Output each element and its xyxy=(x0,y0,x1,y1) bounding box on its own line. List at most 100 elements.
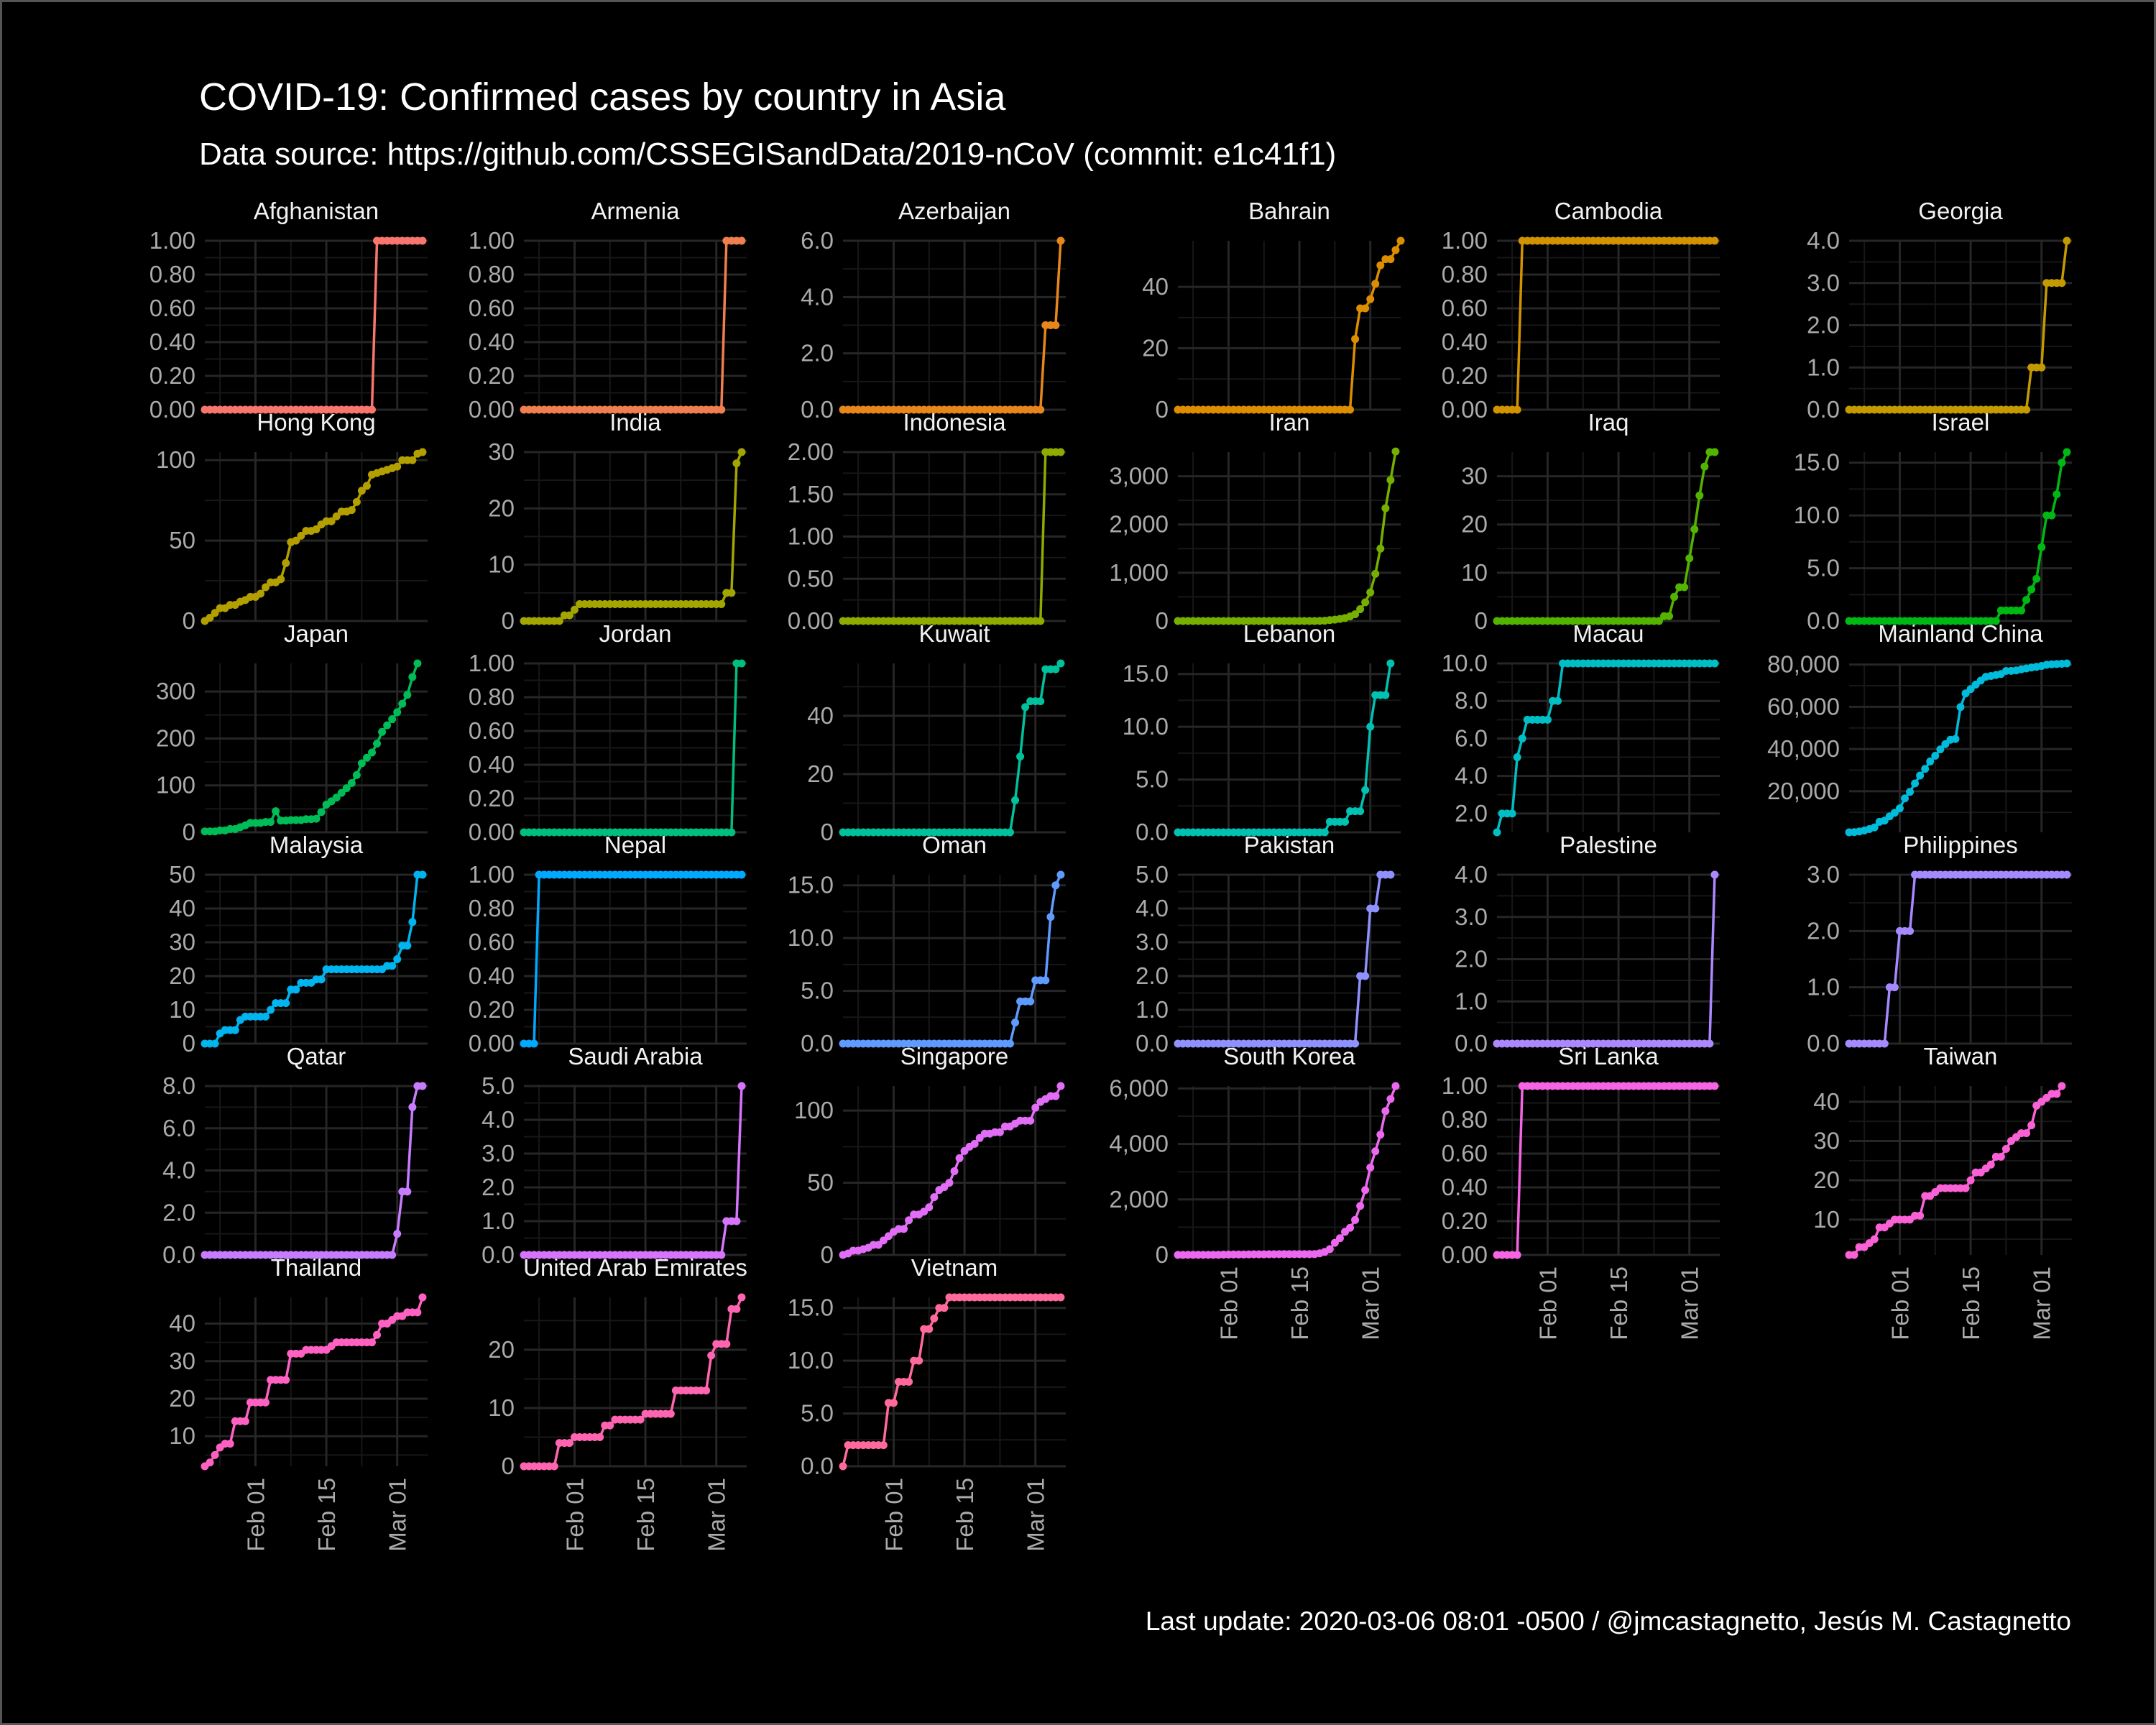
facet-panel-israel: Israel 0.0 5.0 10.0 15.0 xyxy=(1794,409,2072,634)
y-tick-label: 2.0 xyxy=(1455,946,1488,972)
y-tick-label: 0.0 xyxy=(1135,1030,1169,1057)
facet-strip-label: Taiwan xyxy=(1924,1043,1998,1070)
data-point xyxy=(241,1417,249,1425)
y-tick-label: 1.0 xyxy=(1807,354,1840,380)
data-point xyxy=(292,536,300,545)
data-point xyxy=(312,525,321,533)
y-tick-label: 5.0 xyxy=(1807,555,1840,581)
data-point xyxy=(1031,1103,1040,1112)
facet-panel-united-arab-emirates: United Arab Emirates 0 10 20 Feb 01 Feb 15 Mar… xyxy=(488,1254,747,1552)
series-line xyxy=(204,451,423,622)
data-point xyxy=(1366,295,1375,303)
y-tick-label: 0.60 xyxy=(469,295,515,321)
y-tick-label: 0.00 xyxy=(1442,1241,1488,1268)
facet-panel-azerbaijan: Azerbaijan 0.0 2.0 4.0 6.0 xyxy=(801,198,1066,423)
y-tick-label: 6.0 xyxy=(162,1115,195,1141)
y-tick-label: 0.40 xyxy=(1442,328,1488,355)
y-tick-label: 60,000 xyxy=(1767,693,1840,719)
y-tick-label: 2.00 xyxy=(788,438,834,465)
data-point xyxy=(347,506,356,515)
data-point xyxy=(1036,405,1045,414)
y-tick-label: 2.0 xyxy=(1135,962,1169,989)
facet-strip-label: Nepal xyxy=(604,832,666,858)
y-tick-label: 15.0 xyxy=(788,1294,834,1321)
y-tick-label: 4.0 xyxy=(482,1106,515,1133)
data-point xyxy=(272,807,280,816)
y-tick-label: 0.0 xyxy=(1807,607,1840,634)
data-point xyxy=(418,1082,427,1090)
y-tick-label: 30 xyxy=(1461,463,1488,489)
y-tick-label: 20 xyxy=(488,494,515,521)
data-point xyxy=(408,918,417,926)
y-tick-label: 0.60 xyxy=(469,929,515,955)
data-point xyxy=(995,1128,1004,1136)
data-point xyxy=(368,405,376,414)
facet-panel-nepal: Nepal 0.00 0.20 0.40 0.60 0.80 1.00 xyxy=(469,832,747,1057)
x-tick-label: Mar 01 xyxy=(1358,1266,1384,1340)
data-point xyxy=(1493,828,1501,837)
data-point xyxy=(565,611,573,620)
y-tick-label: 0.0 xyxy=(1807,1030,1840,1057)
y-tick-label: 0.60 xyxy=(1442,1140,1488,1167)
data-point xyxy=(1381,504,1390,512)
data-point xyxy=(368,748,376,757)
data-point xyxy=(1376,261,1385,270)
data-point xyxy=(570,605,579,614)
data-point xyxy=(1906,926,1915,935)
y-tick-label: 0.20 xyxy=(469,785,515,811)
data-point xyxy=(378,727,387,736)
data-point xyxy=(707,1351,716,1360)
data-point xyxy=(2058,1082,2066,1090)
data-point xyxy=(413,1308,422,1317)
y-tick-label: 4,000 xyxy=(1109,1131,1169,1157)
data-point xyxy=(1906,788,1915,796)
data-point xyxy=(955,1154,964,1162)
data-point xyxy=(1346,405,1355,414)
data-point xyxy=(1665,612,1674,620)
data-point xyxy=(1361,304,1370,313)
data-point xyxy=(1351,335,1360,344)
data-point xyxy=(312,814,321,823)
data-point xyxy=(403,691,412,699)
y-tick-label: 0.20 xyxy=(149,362,195,389)
y-tick-label: 0.20 xyxy=(1442,362,1488,389)
data-point xyxy=(1356,1202,1365,1210)
y-tick-label: 3.0 xyxy=(1807,861,1840,888)
x-tick-label: Mar 01 xyxy=(2029,1266,2055,1340)
y-tick-label: 40 xyxy=(807,702,834,729)
y-tick-label: 0.00 xyxy=(469,396,515,423)
facet-strip-label: Mainland China xyxy=(1878,620,2043,647)
data-point xyxy=(732,1217,741,1225)
data-point xyxy=(317,975,326,984)
data-point xyxy=(1346,1223,1355,1232)
facet-strip-label: Indonesia xyxy=(903,409,1006,436)
facet-strip-label: Thailand xyxy=(271,1254,362,1281)
data-point xyxy=(1381,691,1390,699)
y-tick-label: 0.20 xyxy=(469,362,515,389)
facet-strip-label: Saudi Arabia xyxy=(568,1043,703,1070)
x-tick-label: Mar 01 xyxy=(704,1478,730,1552)
y-tick-label: 0.40 xyxy=(149,328,195,355)
data-point xyxy=(1051,881,1060,890)
data-point xyxy=(1513,753,1521,762)
data-point xyxy=(2027,585,2036,594)
data-point xyxy=(1341,817,1349,826)
facet-panel-sri-lanka: Sri Lanka 0.00 0.20 0.40 0.60 0.80 1.00 Feb 01 F… xyxy=(1442,1043,1720,1340)
data-point xyxy=(337,788,346,797)
series-line xyxy=(1178,663,1392,834)
y-tick-label: 1.00 xyxy=(788,523,834,550)
y-tick-label: 0.0 xyxy=(1135,819,1169,845)
y-tick-label: 20 xyxy=(1461,511,1488,538)
y-tick-label: 40,000 xyxy=(1767,735,1840,762)
data-point xyxy=(1921,765,1930,773)
facet-panel-thailand: Thailand 10 20 30 40 Feb 01 Feb 15 Mar 01 xyxy=(169,1254,428,1552)
y-tick-label: 1.00 xyxy=(1442,227,1488,254)
facet-strip-label: United Arab Emirates xyxy=(523,1254,747,1281)
facet-strip-label: Vietnam xyxy=(911,1254,998,1281)
y-tick-label: 0.00 xyxy=(469,819,515,845)
data-point xyxy=(211,609,219,617)
y-tick-label: 4.0 xyxy=(1135,895,1169,921)
data-point xyxy=(717,1251,726,1259)
y-tick-label: 0.40 xyxy=(469,328,515,355)
y-tick-label: 8.0 xyxy=(1455,687,1488,714)
